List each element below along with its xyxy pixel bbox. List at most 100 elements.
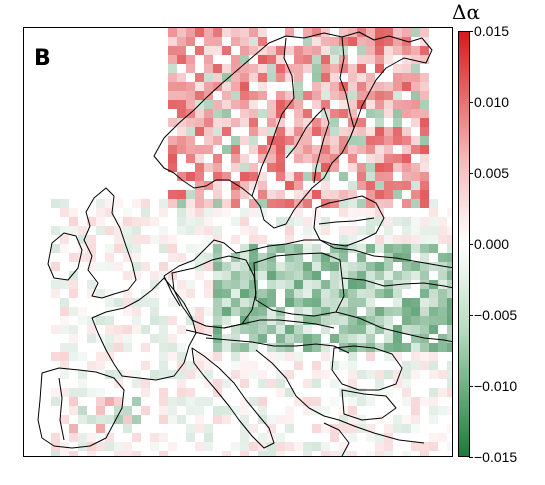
heatmap-cell: [303, 262, 312, 271]
heatmap-cell: [87, 361, 96, 370]
heatmap-cell: [294, 82, 303, 91]
heatmap-cell: [447, 226, 452, 235]
heatmap-cell: [213, 415, 222, 424]
heatmap-cell: [411, 334, 420, 343]
heatmap-cell: [276, 415, 285, 424]
heatmap-cell: [429, 325, 438, 334]
heatmap-cell: [411, 145, 420, 154]
heatmap-cell: [159, 226, 168, 235]
heatmap-cell: [438, 307, 447, 316]
heatmap-cell: [249, 136, 258, 145]
heatmap-cell: [186, 289, 195, 298]
heatmap-cell: [186, 280, 195, 289]
heatmap-cell: [159, 262, 168, 271]
heatmap-cell: [105, 397, 114, 406]
heatmap-cell: [222, 289, 231, 298]
heatmap-cell: [411, 442, 420, 451]
heatmap-cell: [267, 343, 276, 352]
heatmap-cell: [294, 442, 303, 451]
heatmap-cell: [384, 190, 393, 199]
heatmap-cell: [159, 271, 168, 280]
heatmap-cell: [312, 172, 321, 181]
heatmap-cell: [69, 325, 78, 334]
heatmap-cell: [312, 190, 321, 199]
heatmap-cell: [420, 46, 429, 55]
heatmap-cell: [420, 127, 429, 136]
heatmap-cell: [87, 388, 96, 397]
heatmap-cell: [330, 424, 339, 433]
heatmap-cell: [375, 289, 384, 298]
heatmap-cell: [447, 442, 452, 451]
heatmap-cell: [312, 91, 321, 100]
heatmap-cell: [402, 370, 411, 379]
heatmap-cell: [267, 424, 276, 433]
heatmap-cell: [375, 109, 384, 118]
heatmap-cell: [267, 163, 276, 172]
colorbar-tick-mark: [469, 315, 473, 316]
heatmap-cell: [231, 37, 240, 46]
heatmap-cell: [132, 217, 141, 226]
heatmap-cell: [267, 280, 276, 289]
heatmap-cell: [348, 136, 357, 145]
heatmap-cell: [285, 253, 294, 262]
heatmap-cell: [420, 136, 429, 145]
heatmap-cell: [213, 82, 222, 91]
heatmap-cell: [321, 316, 330, 325]
heatmap-cell: [447, 316, 452, 325]
heatmap-cell: [177, 379, 186, 388]
heatmap-cell: [411, 82, 420, 91]
heatmap-cell: [195, 352, 204, 361]
heatmap-cell: [438, 388, 447, 397]
heatmap-cell: [204, 280, 213, 289]
heatmap-cell: [159, 316, 168, 325]
heatmap-cell: [321, 163, 330, 172]
heatmap-cell: [357, 262, 366, 271]
heatmap-cell: [267, 442, 276, 451]
heatmap-cell: [222, 127, 231, 136]
heatmap-cell: [258, 298, 267, 307]
heatmap-cell: [96, 316, 105, 325]
heatmap-cell: [249, 208, 258, 217]
heatmap-cell: [87, 244, 96, 253]
heatmap-cell: [312, 316, 321, 325]
heatmap-cell: [276, 280, 285, 289]
heatmap-cell: [366, 262, 375, 271]
heatmap-cell: [159, 244, 168, 253]
heatmap-cell: [438, 406, 447, 415]
heatmap-cell: [123, 451, 132, 456]
heatmap-cell: [240, 172, 249, 181]
heatmap-cell: [267, 415, 276, 424]
heatmap-cell: [375, 100, 384, 109]
heatmap-cell: [60, 361, 69, 370]
heatmap-cell: [447, 235, 452, 244]
heatmap-cell: [339, 262, 348, 271]
heatmap-cell: [402, 217, 411, 226]
heatmap-cell: [294, 145, 303, 154]
heatmap-cell: [375, 82, 384, 91]
heatmap-cell: [384, 154, 393, 163]
heatmap-cell: [222, 262, 231, 271]
legend-title: Δα: [452, 0, 480, 24]
heatmap-cell: [150, 271, 159, 280]
heatmap-cell: [87, 433, 96, 442]
norway-outline: [153, 31, 433, 229]
heatmap-cell: [303, 307, 312, 316]
heatmap-cell: [195, 46, 204, 55]
heatmap-cell: [168, 64, 177, 73]
heatmap-cell: [402, 226, 411, 235]
heatmap-cell: [411, 397, 420, 406]
heatmap-cell: [348, 415, 357, 424]
heatmap-cell: [384, 307, 393, 316]
heatmap-cell: [285, 406, 294, 415]
heatmap-cell: [312, 262, 321, 271]
heatmap-cell: [258, 325, 267, 334]
heatmap-cell: [51, 433, 60, 442]
heatmap-cell: [303, 154, 312, 163]
heatmap-cell: [294, 262, 303, 271]
heatmap-cell: [321, 136, 330, 145]
heatmap-cell: [285, 325, 294, 334]
heatmap-cell: [321, 325, 330, 334]
heatmap-cell: [402, 379, 411, 388]
heatmap-cell: [69, 433, 78, 442]
heatmap-cell: [339, 235, 348, 244]
